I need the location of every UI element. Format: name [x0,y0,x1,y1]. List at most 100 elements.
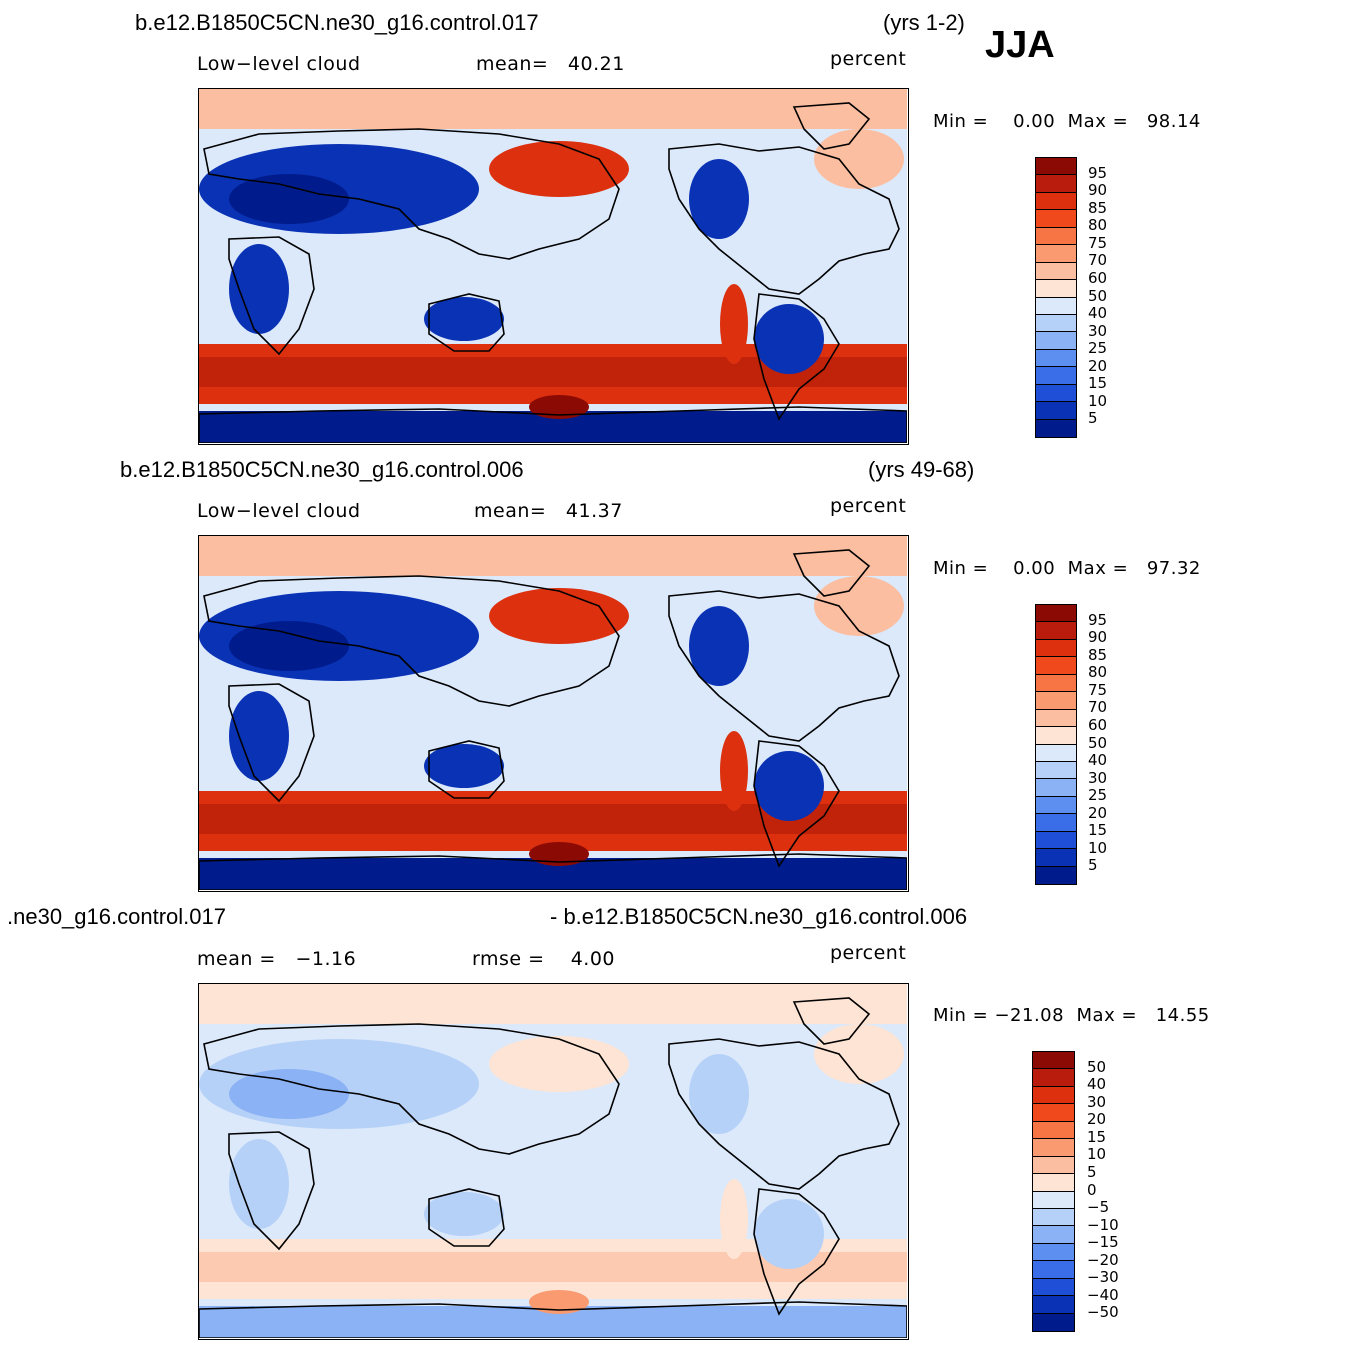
colorbar-swatch [1033,1121,1074,1140]
north-atlantic-patch [814,129,904,189]
coastline [228,236,315,356]
colorbar-tick-label: 85 [1088,198,1108,217]
colorbar-swatch [1036,796,1076,815]
peru-stratocumulus [720,731,748,811]
colorbar-swatch [1033,1191,1074,1209]
colorbar-tick-label: 75 [1088,681,1108,700]
colorbar-swatch [1036,419,1076,437]
colorbar-tick-label: 10 [1088,839,1108,858]
colorbar-tick-label: 95 [1088,610,1108,629]
map-plot [199,536,907,890]
colorbar-tick-label: 60 [1088,269,1108,288]
colorbar-swatch [1033,1069,1074,1087]
south-america-low [754,1199,824,1269]
colorbar-tick-label: 20 [1087,1110,1107,1129]
panel3-colorbar-labels: 50 40 30 20 15 10 5 0 −5 −10 −15 −20 −30 −40 −50 [1087,1051,1147,1332]
panel2-colorbar [1035,604,1077,885]
coastline [428,740,505,799]
peru-stratocumulus [720,1179,748,1259]
colorbar-swatch [1036,674,1076,693]
colorbar-swatch [1036,367,1076,385]
colorbar-swatch [1033,1313,1074,1331]
colorbar-swatch [1036,866,1076,884]
australia-low [424,1192,504,1236]
panel3-rmse: rmse = 4.00 [472,948,615,970]
colorbar-tick-label: 95 [1088,163,1108,182]
panel1-colorbar [1035,157,1077,438]
colorbar-tick-label: −20 [1087,1250,1119,1269]
colorbar-tick-label: 40 [1088,304,1108,323]
panel2-colorbar-labels: 95 90 85 80 75 70 60 50 40 30 25 20 15 10 5 [1088,604,1148,885]
panel1-years: (yrs 1-2) [883,10,965,35]
colorbar-swatch [1036,709,1076,728]
map-plot [199,984,907,1338]
season-label: JJA [985,24,1055,66]
colorbar-swatch [1036,384,1076,403]
colorbar-swatch [1036,605,1076,623]
coastline [199,1301,907,1338]
colorbar-tick-label: 20 [1088,356,1108,375]
australia-low [424,744,504,788]
coastline [199,853,907,890]
north-america-low [689,1054,749,1134]
colorbar-swatch [1036,262,1076,281]
north-pacific-maximum [489,141,629,197]
colorbar-tick-label: 80 [1088,663,1108,682]
colorbar-swatch [1036,227,1076,246]
colorbar-swatch [1033,1278,1074,1297]
africa-low [229,691,289,781]
colorbar-swatch [1033,1296,1074,1314]
africa-low [229,244,289,334]
colorbar-swatch [1036,831,1076,850]
arctic-band [199,89,907,129]
colorbar-swatch [1036,192,1076,211]
colorbar-swatch [1036,297,1076,315]
coastline [792,102,871,150]
map-plot [199,89,907,443]
panel1-minmax: Min = 0.00 Max = 98.14 [933,111,1201,132]
peru-stratocumulus [720,284,748,364]
colorbar-tick-label: −50 [1087,1303,1119,1322]
coastline [199,406,907,443]
africa-low [229,1139,289,1229]
colorbar-swatch [1033,1156,1074,1175]
ross-sea-peak [529,395,589,419]
colorbar-swatch [1033,1226,1074,1244]
colorbar-swatch [1036,175,1076,193]
colorbar-swatch [1036,744,1076,762]
coastline [668,590,900,742]
panel2-minmax: Min = 0.00 Max = 97.32 [933,558,1201,579]
arctic-band [199,984,907,1024]
colorbar-tick-label: 10 [1087,1145,1107,1164]
colorbar-swatch [1036,727,1076,745]
colorbar-tick-label: 30 [1087,1092,1107,1111]
south-america-low [754,304,824,374]
north-pacific-maximum [489,588,629,644]
colorbar-tick-label: −40 [1087,1286,1119,1305]
coastline [203,575,620,707]
north-pacific-maximum [489,1036,629,1092]
colorbar-swatch [1036,622,1076,640]
colorbar-swatch [1033,1139,1074,1157]
colorbar-swatch [1036,692,1076,710]
panel3-case-right: - b.e12.B1850C5CN.ne30_g16.control.006 [550,904,968,929]
colorbar-tick-label: 30 [1088,768,1108,787]
panel2-map [198,535,909,892]
panel1-case-title: b.e12.B1850C5CN.ne30_g16.control.017 [135,10,539,35]
colorbar-tick-label: 25 [1088,339,1108,358]
panel3-case-left: .ne30_g16.control.017 [7,904,226,929]
sahara-minimum [229,1069,349,1119]
panel3-map [198,983,909,1340]
colorbar-tick-label: 60 [1088,716,1108,735]
ross-sea-peak [529,842,589,866]
colorbar-tick-label: −5 [1087,1198,1110,1217]
coastline [428,1188,505,1247]
colorbar-swatch [1036,245,1076,263]
panel3-units: percent [830,942,907,964]
colorbar-swatch [1036,402,1076,420]
colorbar-swatch [1036,332,1076,350]
colorbar-tick-label: 70 [1088,251,1108,270]
colorbar-tick-label: 50 [1087,1057,1107,1076]
panel1-mean: mean= 40.21 [476,53,625,75]
panel3-mean: mean = −1.16 [197,948,357,970]
